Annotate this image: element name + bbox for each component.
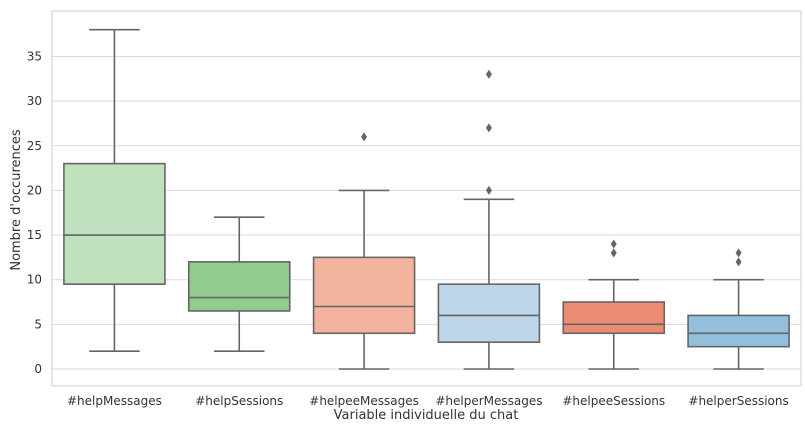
box-iqr xyxy=(437,283,541,344)
y-tick-label: 30 xyxy=(27,94,42,108)
plot-frame xyxy=(51,10,802,387)
x-tick-label: #helpeeSessions xyxy=(562,394,665,408)
y-tick-label: 20 xyxy=(27,183,42,197)
x-tick-label: #helpeeMessages xyxy=(309,394,419,408)
y-tick-label: 0 xyxy=(34,362,42,376)
outlier-point xyxy=(485,185,492,195)
y-tick-labels: 0 5 10 15 20 25 30 35 xyxy=(27,49,42,376)
box-iqr xyxy=(63,162,166,285)
x-tick-label: #helperSessions xyxy=(688,394,788,408)
box-iqr xyxy=(312,256,416,335)
grid-lines xyxy=(52,55,801,370)
box-iqr xyxy=(562,301,666,335)
y-tick-label: 35 xyxy=(27,49,42,63)
x-tick-label: #helpMessages xyxy=(67,394,162,408)
outlier-point xyxy=(610,248,617,258)
y-tick-label: 10 xyxy=(27,273,42,287)
outlier-point xyxy=(485,69,492,79)
box-group xyxy=(63,28,790,370)
x-tick-label: #helpSessions xyxy=(195,394,283,408)
outlier-point xyxy=(735,257,742,267)
y-tick-label: 5 xyxy=(34,317,42,331)
outlier-point xyxy=(485,123,492,133)
x-tick-labels: #helpMessages #helpSessions #helpeeMessage… xyxy=(67,394,789,408)
x-axis-label: Variable individuelle du chat xyxy=(334,408,519,423)
y-axis-label: Nombre d'occurences xyxy=(9,129,24,271)
box-iqr xyxy=(687,314,790,348)
y-tick-label: 25 xyxy=(27,139,42,153)
outlier-point xyxy=(361,132,368,142)
box-iqr xyxy=(187,261,291,312)
outlier-point xyxy=(610,239,617,249)
outlier-point xyxy=(735,248,742,258)
x-tick-label: #helperMessages xyxy=(435,394,542,408)
y-tick-label: 15 xyxy=(27,228,42,242)
